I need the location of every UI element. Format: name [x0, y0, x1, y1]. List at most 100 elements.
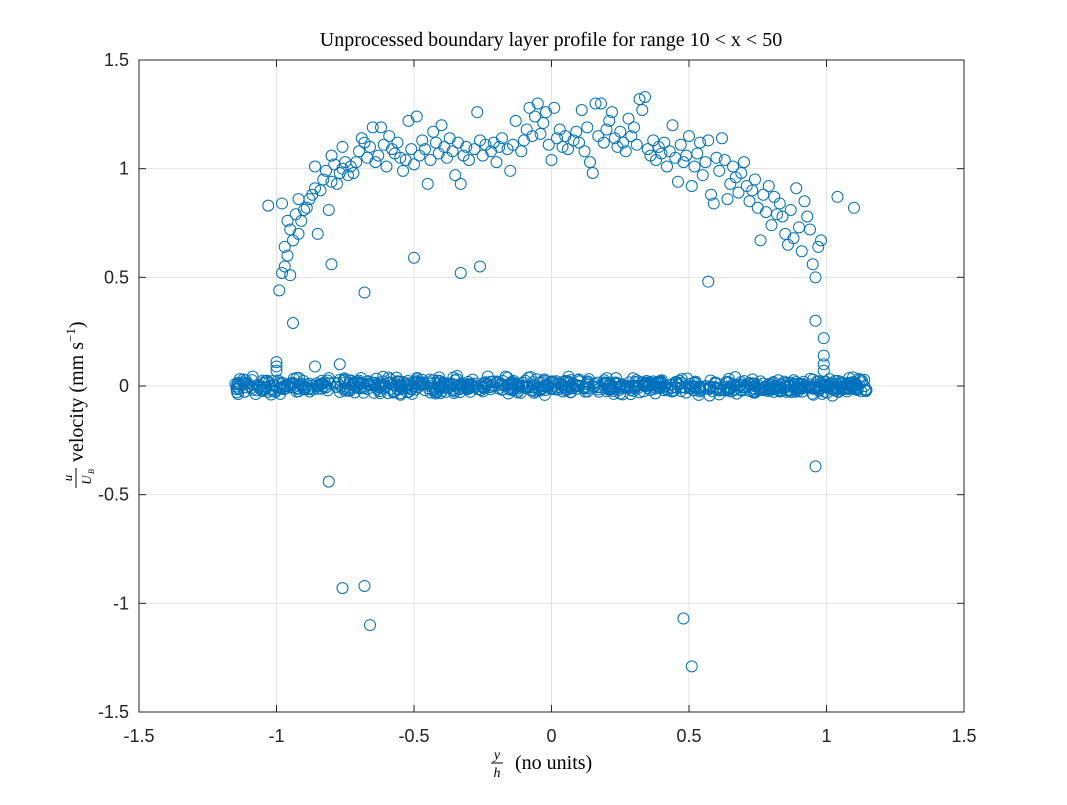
x-axis-label: y h (no units) — [491, 748, 592, 781]
data-point — [435, 119, 448, 132]
band-point — [399, 378, 412, 391]
band-point — [803, 380, 816, 393]
band-point — [719, 384, 732, 397]
x-tick-label: -1.5 — [123, 726, 154, 746]
band-point — [433, 380, 446, 393]
data-point — [493, 140, 506, 153]
band-point — [338, 372, 351, 385]
data-point — [408, 158, 420, 171]
y-tick-label: 0.5 — [104, 267, 129, 287]
data-point — [630, 138, 643, 151]
data-point — [408, 251, 420, 264]
data-point — [460, 140, 473, 153]
band-point — [749, 385, 762, 398]
data-point — [322, 475, 335, 488]
band-point — [610, 372, 623, 385]
band-point — [304, 382, 317, 395]
data-point — [531, 97, 544, 110]
data-point — [567, 134, 580, 147]
data-point — [468, 143, 481, 156]
data-point — [333, 358, 346, 371]
data-point — [325, 149, 338, 162]
band-point — [476, 380, 489, 393]
data-point — [529, 110, 541, 123]
band-point — [372, 378, 385, 391]
data-point — [735, 167, 748, 180]
band-point — [852, 372, 865, 385]
data-point — [589, 97, 602, 110]
data-point — [322, 203, 335, 216]
band-point — [781, 376, 794, 389]
band-point — [774, 378, 787, 391]
data-point — [738, 156, 750, 169]
data-point — [727, 160, 739, 173]
data-point — [537, 117, 550, 130]
data-point — [446, 145, 459, 158]
data-points — [229, 90, 873, 673]
data-point — [683, 130, 695, 143]
band-point — [823, 379, 836, 392]
band-point — [689, 375, 702, 388]
data-point — [298, 203, 310, 216]
data-point — [578, 145, 591, 158]
band-point — [341, 383, 354, 396]
band-point — [529, 385, 542, 398]
band-point — [658, 380, 671, 393]
data-point — [300, 201, 313, 214]
band-point — [770, 381, 783, 394]
data-point — [358, 286, 371, 299]
data-point — [311, 227, 324, 240]
data-point — [685, 660, 698, 673]
data-point — [784, 203, 797, 216]
data-point — [790, 182, 803, 195]
band-point — [633, 386, 646, 399]
band-point — [713, 384, 726, 397]
data-point — [633, 93, 646, 106]
y-tick-label: -1 — [113, 593, 129, 613]
data-point — [691, 147, 704, 160]
band-point — [456, 377, 469, 390]
data-point — [776, 210, 789, 223]
band-point — [231, 380, 244, 393]
x-tick-label: 1.5 — [951, 726, 976, 746]
band-point — [817, 378, 830, 391]
band-point — [480, 379, 493, 392]
band-point — [526, 376, 539, 389]
band-point — [363, 378, 376, 391]
data-point — [771, 208, 783, 221]
band-point — [629, 382, 642, 395]
y-label-text: velocity (mm s−1) — [63, 322, 88, 463]
band-point — [711, 383, 724, 396]
band-point — [812, 381, 825, 394]
band-point — [292, 385, 305, 398]
data-point — [801, 210, 814, 223]
band-point — [853, 374, 866, 387]
data-point — [762, 180, 775, 193]
y-label-denominator-sub: B — [87, 469, 96, 474]
band-point — [376, 378, 389, 391]
data-point — [325, 175, 338, 188]
data-point — [581, 121, 594, 134]
band-point — [649, 387, 662, 400]
x-label-denominator: h — [494, 766, 501, 781]
data-point — [688, 160, 701, 173]
chart-title: Unprocessed boundary layer profile for r… — [320, 29, 782, 51]
data-point — [586, 167, 599, 180]
data-point — [597, 136, 610, 149]
band-point — [818, 385, 831, 398]
data-point — [710, 151, 723, 164]
data-point — [424, 153, 437, 166]
band-point — [562, 370, 575, 383]
data-point — [696, 169, 709, 182]
band-point — [667, 384, 680, 397]
band-point — [796, 377, 809, 390]
data-point — [718, 153, 731, 166]
data-point — [672, 175, 684, 188]
data-point — [350, 156, 363, 169]
data-point — [336, 140, 349, 153]
y-tick-label: -0.5 — [98, 485, 129, 505]
data-point — [317, 173, 330, 186]
data-point — [364, 619, 376, 632]
y-label-denominator: U — [79, 474, 94, 485]
band-point — [503, 383, 516, 396]
